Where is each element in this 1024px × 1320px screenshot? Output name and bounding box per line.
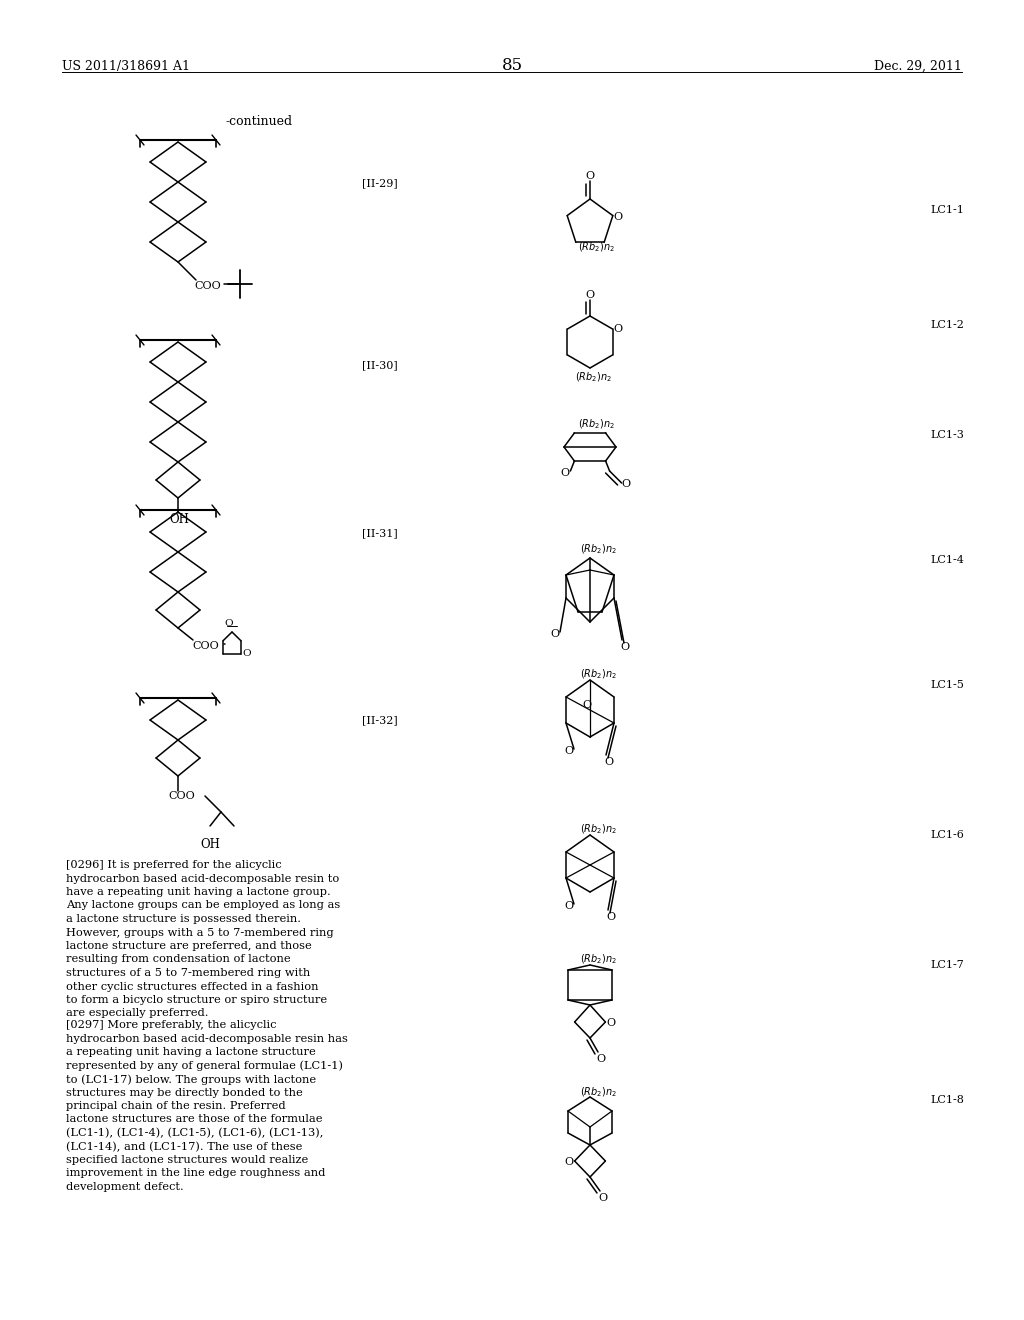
Text: represented by any of general formulae (LC1-1): represented by any of general formulae (… [66, 1060, 343, 1071]
Text: LC1-1: LC1-1 [930, 205, 964, 215]
Text: $(Rb_2)n_2$: $(Rb_2)n_2$ [578, 240, 614, 253]
Text: O: O [604, 756, 613, 767]
Text: specified lactone structures would realize: specified lactone structures would reali… [66, 1155, 308, 1166]
Text: resulting from condensation of lactone: resulting from condensation of lactone [66, 954, 291, 965]
Text: OH: OH [200, 838, 220, 851]
Text: (LC1-14), and (LC1-17). The use of these: (LC1-14), and (LC1-17). The use of these [66, 1142, 302, 1152]
Text: O: O [560, 469, 569, 478]
Text: LC1-6: LC1-6 [930, 830, 964, 840]
Text: hydrocarbon based acid-decomposable resin has: hydrocarbon based acid-decomposable resi… [66, 1034, 348, 1044]
Text: O: O [242, 649, 251, 657]
Text: COO: COO [194, 281, 221, 290]
Text: LC1-2: LC1-2 [930, 319, 964, 330]
Text: development defect.: development defect. [66, 1181, 183, 1192]
Text: O: O [224, 619, 232, 628]
Text: 85: 85 [502, 57, 522, 74]
Text: LC1-4: LC1-4 [930, 554, 964, 565]
Text: a repeating unit having a lactone structure: a repeating unit having a lactone struct… [66, 1047, 315, 1057]
Text: [II-30]: [II-30] [362, 360, 397, 370]
Text: COO: COO [193, 642, 219, 651]
Text: However, groups with a 5 to 7-membered ring: However, groups with a 5 to 7-membered r… [66, 928, 334, 937]
Text: $(Rb_2)n_2$: $(Rb_2)n_2$ [580, 1085, 616, 1098]
Text: O: O [564, 902, 573, 911]
Text: LC1-8: LC1-8 [930, 1096, 964, 1105]
Text: a lactone structure is possessed therein.: a lactone structure is possessed therein… [66, 913, 301, 924]
Text: lactone structures are those of the formulae: lactone structures are those of the form… [66, 1114, 323, 1125]
Text: [0296] It is preferred for the alicyclic: [0296] It is preferred for the alicyclic [66, 861, 282, 870]
Text: OH: OH [169, 513, 188, 525]
Text: lactone structure are preferred, and those: lactone structure are preferred, and tho… [66, 941, 311, 950]
Text: principal chain of the resin. Preferred: principal chain of the resin. Preferred [66, 1101, 286, 1111]
Text: $(Rb_2)n_2$: $(Rb_2)n_2$ [580, 543, 616, 556]
Text: Dec. 29, 2011: Dec. 29, 2011 [874, 59, 962, 73]
Text: O: O [613, 323, 623, 334]
Text: structures may be directly bonded to the: structures may be directly bonded to the [66, 1088, 303, 1097]
Text: O: O [596, 1053, 605, 1064]
Text: have a repeating unit having a lactone group.: have a repeating unit having a lactone g… [66, 887, 331, 898]
Text: $(Rb_2)n_2$: $(Rb_2)n_2$ [578, 417, 615, 430]
Text: to (LC1-17) below. The groups with lactone: to (LC1-17) below. The groups with lacto… [66, 1074, 316, 1085]
Text: -continued: -continued [225, 115, 292, 128]
Text: structures of a 5 to 7-membered ring with: structures of a 5 to 7-membered ring wit… [66, 968, 310, 978]
Text: other cyclic structures effected in a fashion: other cyclic structures effected in a fa… [66, 982, 318, 991]
Text: $(Rb_2)n_2$: $(Rb_2)n_2$ [580, 822, 616, 836]
Text: to form a bicyclo structure or spiro structure: to form a bicyclo structure or spiro str… [66, 995, 327, 1005]
Text: COO: COO [168, 791, 195, 801]
Text: $(Rb_2)n_2$: $(Rb_2)n_2$ [580, 952, 616, 966]
Text: O: O [620, 642, 629, 652]
Text: $(Rb_2)n_2$: $(Rb_2)n_2$ [575, 370, 612, 384]
Text: $(Rb_2)n_2$: $(Rb_2)n_2$ [580, 667, 616, 681]
Text: O: O [582, 700, 591, 710]
Text: O: O [564, 1158, 573, 1167]
Text: US 2011/318691 A1: US 2011/318691 A1 [62, 59, 190, 73]
Text: are especially preferred.: are especially preferred. [66, 1008, 209, 1019]
Text: O: O [598, 1193, 607, 1203]
Text: O: O [606, 1018, 615, 1028]
Text: O: O [585, 172, 594, 181]
Text: hydrocarbon based acid-decomposable resin to: hydrocarbon based acid-decomposable resi… [66, 874, 339, 883]
Text: O: O [564, 746, 573, 756]
Text: O: O [550, 630, 559, 639]
Text: LC1-7: LC1-7 [930, 960, 964, 970]
Text: O: O [585, 290, 594, 300]
Text: [II-31]: [II-31] [362, 528, 397, 539]
Text: improvement in the line edge roughness and: improvement in the line edge roughness a… [66, 1168, 326, 1179]
Text: O: O [613, 211, 623, 222]
Text: LC1-5: LC1-5 [930, 680, 964, 690]
Text: [II-32]: [II-32] [362, 715, 397, 725]
Text: Any lactone groups can be employed as long as: Any lactone groups can be employed as lo… [66, 900, 340, 911]
Text: (LC1-1), (LC1-4), (LC1-5), (LC1-6), (LC1-13),: (LC1-1), (LC1-4), (LC1-5), (LC1-6), (LC1… [66, 1129, 324, 1138]
Text: LC1-3: LC1-3 [930, 430, 964, 440]
Text: [II-29]: [II-29] [362, 178, 397, 187]
Text: O: O [622, 479, 631, 488]
Text: O: O [606, 912, 615, 921]
Text: [0297] More preferably, the alicyclic: [0297] More preferably, the alicyclic [66, 1020, 276, 1030]
